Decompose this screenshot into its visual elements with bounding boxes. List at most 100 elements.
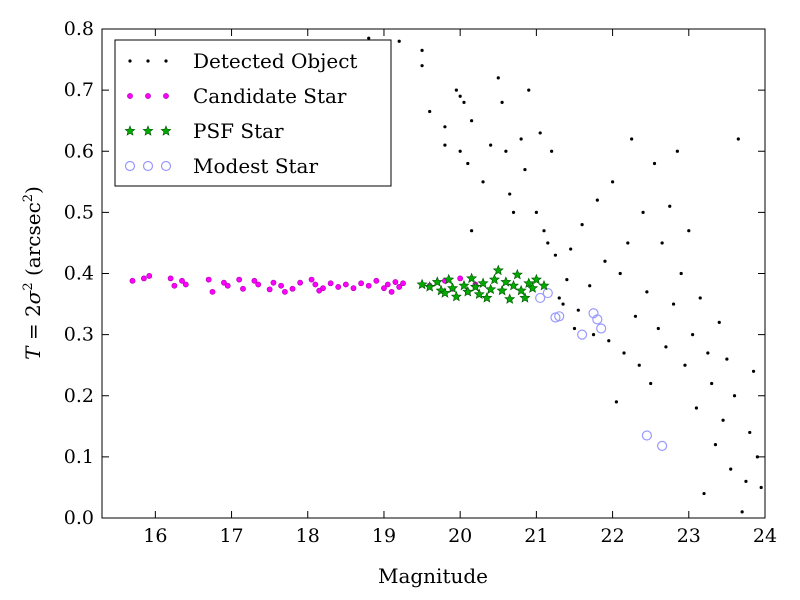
- legend: Detected Object Candidate Star PSF Star Mod…: [114, 39, 392, 187]
- psf-star-point: [507, 279, 520, 291]
- psf-star-point: [492, 264, 504, 276]
- detected-object-point: [652, 161, 657, 166]
- legend-marker: [146, 59, 150, 63]
- detected-object-point: [725, 357, 729, 361]
- psf-star-point: [530, 273, 542, 285]
- candidate-star-point: [350, 285, 357, 292]
- psf-star-point: [469, 281, 481, 292]
- detected-object-point: [751, 369, 756, 373]
- y-tick-label: 0.4: [64, 263, 94, 285]
- y-axis-title-part: 2: [21, 282, 36, 290]
- legend-marker: [164, 59, 168, 63]
- psf-star-point: [500, 276, 512, 287]
- candidate-star-point: [266, 286, 273, 293]
- candidate-star-point: [179, 277, 185, 284]
- psf-star-point: [416, 278, 428, 290]
- detected-object-point: [534, 210, 538, 214]
- psf-star-point: [466, 272, 478, 284]
- psf-star-point: [477, 277, 489, 288]
- detected-object-point: [710, 381, 714, 386]
- detected-object-point: [561, 302, 565, 306]
- detected-object-point: [420, 48, 424, 52]
- detected-object-point: [668, 204, 672, 208]
- x-tick-label: 18: [296, 525, 320, 547]
- modest-star-point: [554, 311, 565, 322]
- detected-object-point: [618, 271, 622, 276]
- detected-object-point: [466, 161, 470, 166]
- detected-object-point: [553, 253, 558, 257]
- y-tick-label: 0.3: [64, 324, 94, 346]
- candidate-star-point: [400, 280, 406, 287]
- detected-object-point: [595, 198, 599, 202]
- y-tick-label: 0.7: [64, 79, 94, 101]
- detected-object-point: [679, 271, 683, 276]
- detected-object-point: [420, 64, 424, 68]
- detected-object-point: [607, 339, 611, 343]
- detected-object-point: [626, 241, 630, 245]
- detected-object-point: [675, 149, 679, 153]
- detected-object-point: [671, 302, 676, 306]
- y-axis-title-part: = 2: [21, 304, 45, 346]
- x-tick-label: 21: [524, 525, 548, 547]
- candidate-star-point: [384, 281, 391, 288]
- modest-star-point: [592, 314, 603, 325]
- y-axis-title: T = 2σ2 (arcsec2): [21, 186, 45, 360]
- candidate-star-point: [240, 285, 246, 292]
- y-axis-title-part: (arcsec: [21, 202, 45, 282]
- candidate-star-point: [457, 275, 464, 282]
- detected-object-point: [565, 278, 569, 282]
- legend-marker: [124, 160, 136, 172]
- psf-star-point: [485, 283, 497, 295]
- candidate-star-point: [281, 288, 288, 295]
- candidate-star-point: [297, 279, 304, 286]
- legend-marker: [160, 160, 172, 172]
- detected-object-point: [527, 88, 531, 92]
- modest-star-point: [542, 287, 553, 299]
- detected-object-point: [702, 491, 706, 496]
- detected-object-point: [603, 259, 607, 263]
- modest-star-point: [657, 440, 668, 451]
- detected-object-point: [443, 143, 447, 147]
- legend-box: [114, 39, 392, 187]
- candidate-star-point: [182, 281, 189, 288]
- detected-object-point: [641, 210, 645, 214]
- y-tick-label: 0.8: [64, 18, 94, 40]
- candidate-star-point: [205, 276, 212, 283]
- psf-star-point: [519, 292, 531, 303]
- candidate-star-point: [146, 273, 153, 279]
- y-axis-title-part: T: [21, 345, 45, 360]
- detected-object-point: [706, 351, 710, 355]
- detected-object-point: [523, 167, 527, 172]
- candidate-star-point: [327, 280, 334, 287]
- detected-object-point: [397, 39, 401, 43]
- legend-marker: [142, 125, 154, 136]
- y-tick-label: 0.6: [64, 140, 94, 162]
- candidate-star-point: [251, 277, 258, 284]
- detected-object-point: [470, 119, 474, 123]
- detected-object-point: [622, 351, 626, 355]
- candidate-star-point: [312, 281, 319, 288]
- detected-object-point: [489, 143, 493, 147]
- psf-star-point: [515, 284, 527, 296]
- x-tick-label: 22: [600, 525, 624, 547]
- detected-object-point: [462, 100, 466, 104]
- detected-object-point: [748, 430, 752, 435]
- detected-object-point: [721, 418, 725, 422]
- candidate-star-point: [171, 282, 178, 289]
- psf-star-point: [488, 273, 500, 285]
- candidate-star-point: [167, 275, 174, 282]
- psf-star-point: [450, 290, 462, 302]
- detected-object-point: [614, 400, 618, 404]
- candidate-star-point: [342, 281, 349, 288]
- detected-object-point: [572, 326, 577, 331]
- detected-object-point: [649, 381, 653, 386]
- detected-object-point: [428, 109, 432, 114]
- ticks-layer: 16 17 18 19 20 21 22 23 24 0.0 0.1 0.2 0.3 0.4 0.5 0.6 0…: [64, 18, 777, 547]
- candidate-star-point: [209, 288, 216, 295]
- psf-star-point: [496, 284, 508, 296]
- candidate-star-point: [270, 279, 277, 286]
- detected-object-point: [633, 314, 638, 318]
- psf-star-point: [538, 279, 550, 291]
- psf-star-point: [447, 282, 459, 293]
- detected-object-point: [691, 333, 695, 337]
